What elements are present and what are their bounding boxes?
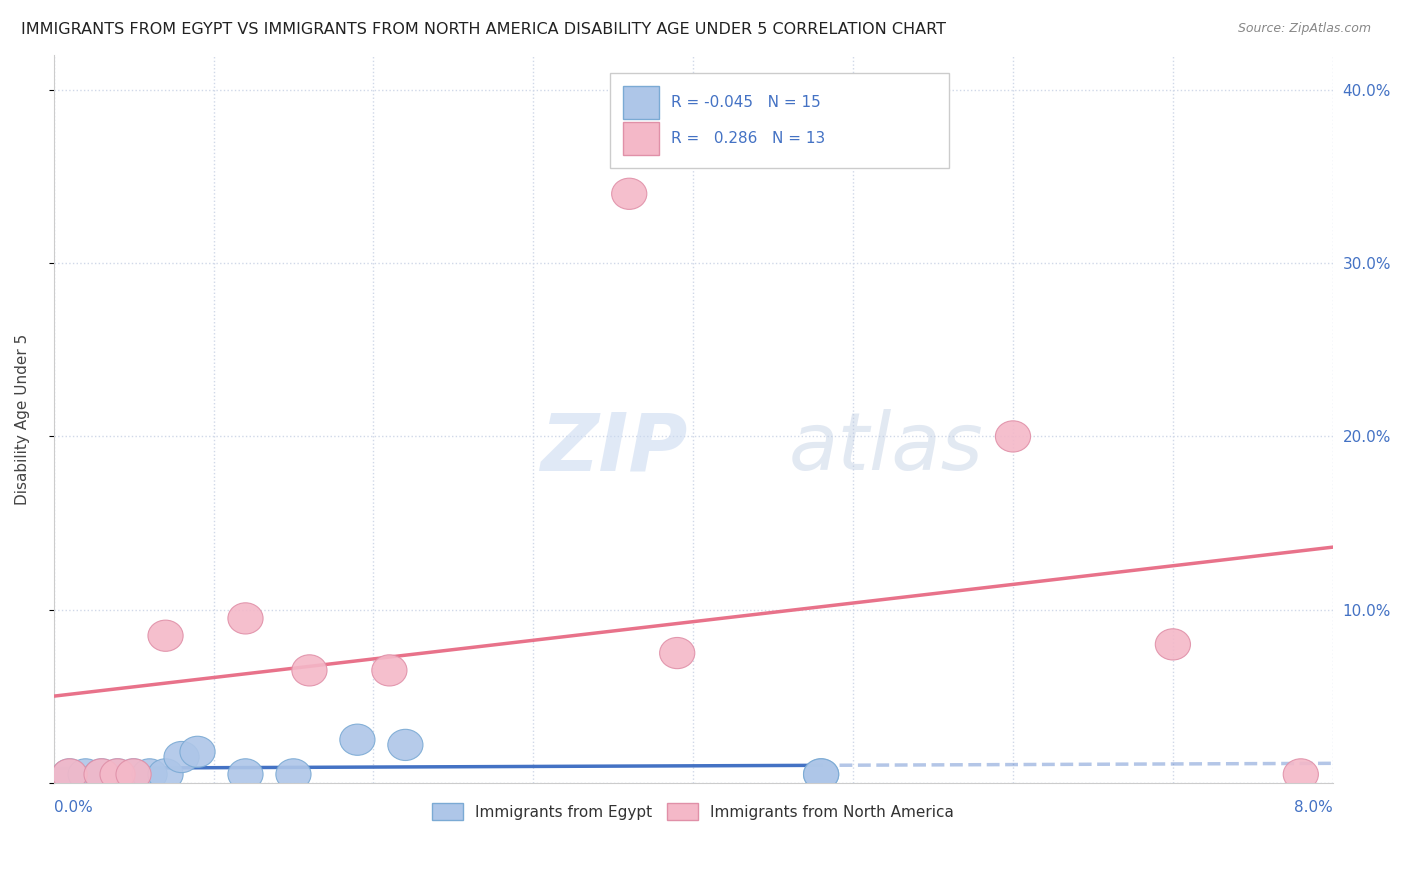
Text: atlas: atlas: [789, 409, 984, 487]
Ellipse shape: [165, 741, 200, 772]
Text: IMMIGRANTS FROM EGYPT VS IMMIGRANTS FROM NORTH AMERICA DISABILITY AGE UNDER 5 CO: IMMIGRANTS FROM EGYPT VS IMMIGRANTS FROM…: [21, 22, 946, 37]
Ellipse shape: [340, 724, 375, 756]
Ellipse shape: [1284, 759, 1319, 790]
Ellipse shape: [180, 736, 215, 767]
Ellipse shape: [371, 655, 406, 686]
Text: R =   0.286   N = 13: R = 0.286 N = 13: [672, 131, 825, 146]
Ellipse shape: [659, 638, 695, 669]
Ellipse shape: [228, 603, 263, 634]
Ellipse shape: [612, 178, 647, 210]
Ellipse shape: [84, 759, 120, 790]
Ellipse shape: [148, 620, 183, 651]
Text: Source: ZipAtlas.com: Source: ZipAtlas.com: [1237, 22, 1371, 36]
Ellipse shape: [1156, 629, 1191, 660]
Ellipse shape: [100, 759, 135, 790]
Ellipse shape: [276, 759, 311, 790]
Text: 8.0%: 8.0%: [1294, 800, 1333, 815]
Text: 0.0%: 0.0%: [53, 800, 93, 815]
FancyBboxPatch shape: [610, 73, 949, 168]
Ellipse shape: [100, 759, 135, 790]
Ellipse shape: [132, 759, 167, 790]
Ellipse shape: [52, 759, 87, 790]
Ellipse shape: [67, 759, 103, 790]
Y-axis label: Disability Age Under 5: Disability Age Under 5: [15, 334, 30, 505]
Ellipse shape: [228, 759, 263, 790]
Ellipse shape: [388, 730, 423, 761]
Ellipse shape: [84, 759, 120, 790]
Bar: [623, 86, 658, 119]
Bar: [623, 122, 658, 155]
Text: ZIP: ZIP: [540, 409, 688, 487]
Ellipse shape: [115, 759, 152, 790]
Ellipse shape: [803, 759, 839, 790]
Text: R = -0.045   N = 15: R = -0.045 N = 15: [672, 95, 821, 110]
Ellipse shape: [803, 759, 839, 790]
Ellipse shape: [148, 759, 183, 790]
Ellipse shape: [115, 759, 152, 790]
Legend: Immigrants from Egypt, Immigrants from North America: Immigrants from Egypt, Immigrants from N…: [426, 797, 960, 826]
Ellipse shape: [995, 421, 1031, 452]
Ellipse shape: [292, 655, 328, 686]
Ellipse shape: [52, 759, 87, 790]
